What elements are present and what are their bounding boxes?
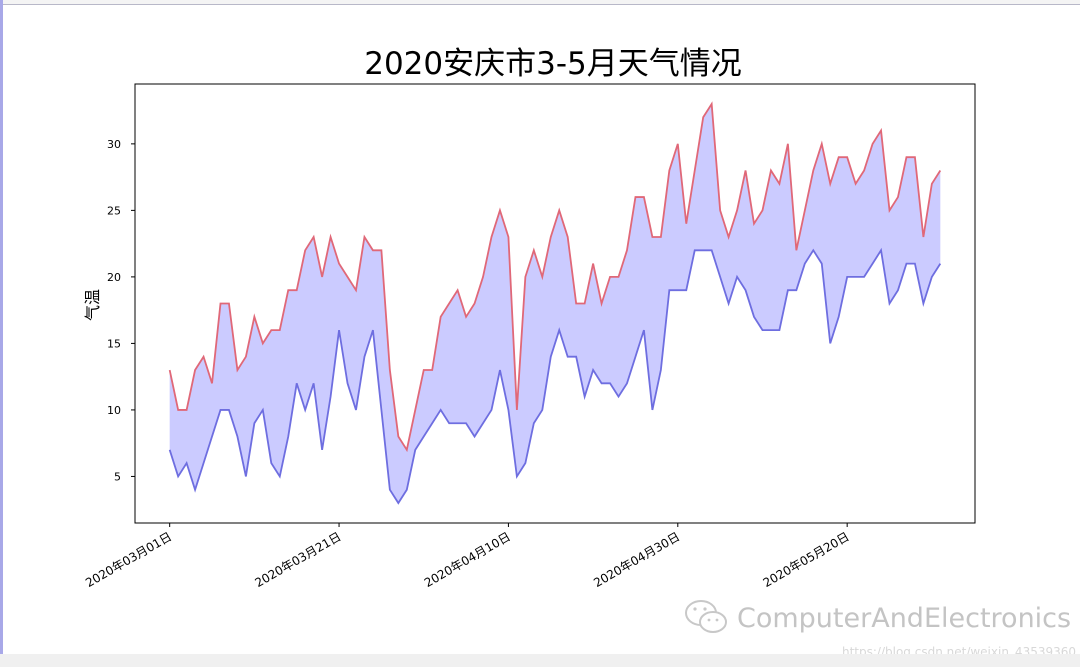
- low-temperature-line: [168, 247, 942, 505]
- y-tick-label: 25: [107, 204, 121, 217]
- y-tick-label: 10: [107, 404, 121, 417]
- window-left-edge: [0, 0, 3, 660]
- watermark-brand: ComputerAndElectronics: [737, 602, 1072, 634]
- x-tick-label: 2020年05月20日: [761, 529, 852, 590]
- y-tick-label: 15: [107, 337, 121, 350]
- x-tick-label: 2020年04月10日: [422, 529, 513, 590]
- window-top-edge: [0, 0, 1080, 5]
- x-tick-label: 2020年03月01日: [83, 529, 174, 590]
- x-tick-label: 2020年04月30日: [591, 529, 682, 590]
- y-tick-label: 20: [107, 271, 121, 284]
- window-bottom-bar: [0, 654, 1080, 667]
- chart-title: 2020安庆市3-5月天气情况: [364, 46, 742, 82]
- plot-frame: [134, 83, 976, 524]
- y-tick-label: 30: [107, 138, 121, 151]
- high-temperature-line: [168, 101, 942, 453]
- y-axis-label: 气温: [83, 289, 102, 321]
- y-tick-label: 5: [114, 470, 121, 483]
- x-tick-label: 2020年03月21日: [252, 529, 343, 590]
- watermark: ComputerAndElectronics: [683, 598, 1071, 638]
- wechat-icon: [685, 600, 727, 633]
- fill-between-area: [169, 103, 941, 504]
